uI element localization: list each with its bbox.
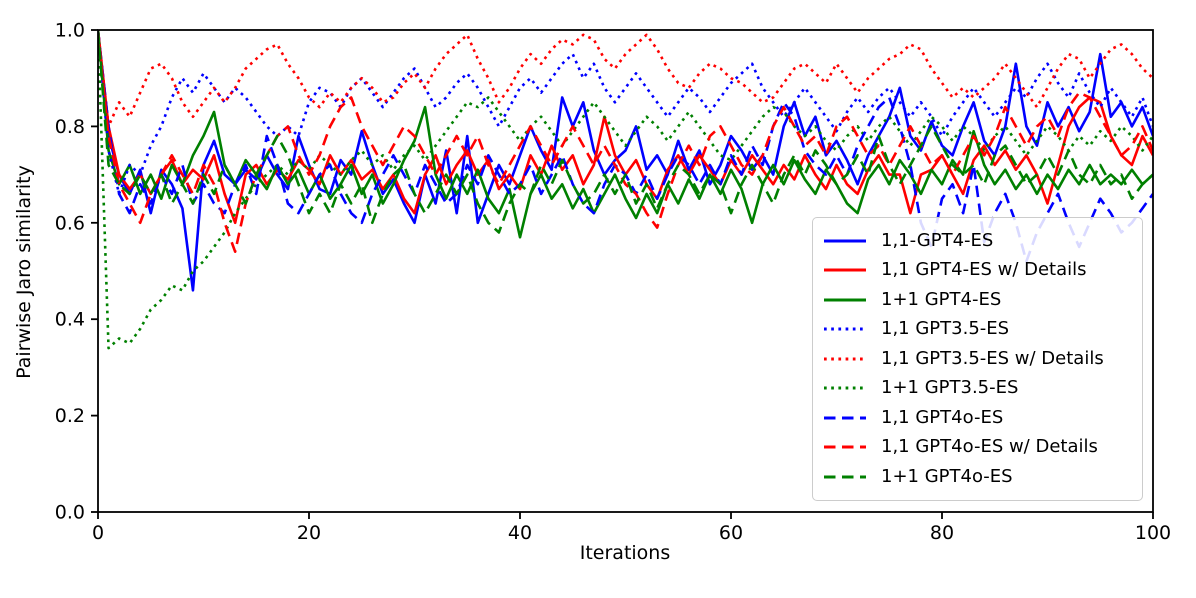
legend-line-sample [824,268,866,272]
legend-entry-3: 1,1 GPT3.5-ES [823,315,1132,345]
legend-label: 1,1 GPT4-ES w/ Details [881,259,1087,281]
legend-entry-6: 1,1 GPT4o-ES [823,403,1132,433]
series-line-2 [98,30,1153,239]
legend-label: 1+1 GPT4-ES [881,288,1002,310]
legend-label: 1+1 GPT4o-ES [881,465,1013,487]
legend-entry-2: 1+1 GPT4-ES [823,285,1132,315]
legend-entry-4: 1,1 GPT3.5-ES w/ Details [823,344,1132,374]
x-tick-label: 80 [930,522,954,544]
plot-frame [97,29,1154,513]
y-tick-label: 0.6 [55,212,85,234]
series-line-8 [98,30,1153,234]
y-tick-label: 0.2 [55,405,85,427]
legend-entry-7: 1,1 GPT4o-ES w/ Details [823,433,1132,463]
legend-label: 1,1 GPT3.5-ES w/ Details [881,347,1104,369]
x-tick-label: 40 [508,522,532,544]
y-tick-label: 0.8 [55,116,85,138]
legend-entry-5: 1+1 GPT3.5-ES [823,374,1132,404]
series-line-4 [98,30,1153,128]
x-tick-label: 100 [1135,522,1171,544]
y-axis-label: Pairwise Jaro similarity [13,165,35,379]
legend-line-sample [824,475,866,479]
axis-ticks: 0 20 40 60 80 100 0.0 0.2 0.4 0.6 0.8 1.0 [55,20,1171,545]
x-tick-label: 60 [719,522,743,544]
y-tick-label: 0.0 [55,502,85,524]
x-tick-label: 0 [92,522,104,544]
y-tick-label: 1.0 [55,20,85,42]
legend-label: 1+1 GPT3.5-ES [881,377,1019,399]
legend-line-sample [824,386,866,390]
legend-entry-8: 1+1 GPT4o-ES [823,462,1132,492]
legend-line-sample [824,327,866,331]
legend-line-sample [824,416,866,420]
series-line-3 [98,30,1153,196]
legend-entry-0: 1,1-GPT4-ES [823,226,1132,256]
series-lines [98,30,1153,350]
legend-line-sample [824,298,866,302]
x-axis-label: Iterations [579,542,671,564]
legend-label: 1,1 GPT3.5-ES [881,318,1010,340]
series-line-5 [98,30,1153,350]
legend: 1,1-GPT4-ES 1,1 GPT4-ES w/ Details 1+1 GPT… [812,217,1143,501]
x-tick-label: 20 [297,522,321,544]
legend-label: 1,1 GPT4o-ES [881,406,1004,428]
legend-label: 1,1 GPT4o-ES w/ Details [881,436,1098,458]
y-tick-label: 0.4 [55,309,85,331]
legend-line-sample [824,357,866,361]
series-line-0 [98,30,1153,292]
legend-line-sample [824,445,866,449]
legend-label: 1,1-GPT4-ES [881,229,994,251]
legend-line-sample [824,239,866,243]
legend-entry-1: 1,1 GPT4-ES w/ Details [823,256,1132,286]
